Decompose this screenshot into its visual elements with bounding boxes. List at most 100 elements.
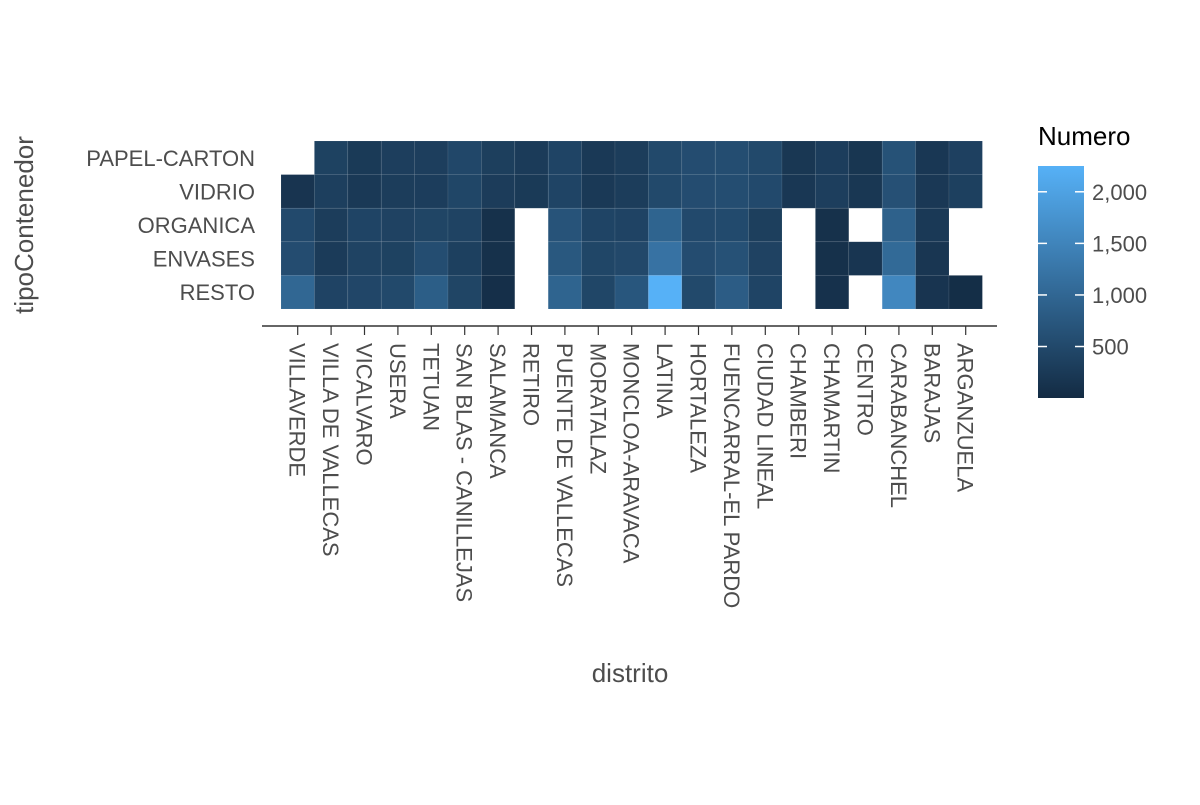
heatmap-cell [915,275,950,310]
heatmap-cell [481,174,516,209]
heatmap-cell [748,275,783,310]
heatmap-cell [915,140,950,175]
heatmap-cell [915,241,950,276]
x-tick-label: ARGANZUELA [953,343,978,492]
heatmap-cell [815,275,850,310]
legend-ticks: 500 1,000 1,500 2,000 [1038,180,1147,360]
x-tick-label: FUENCARRAL-EL PARDO [719,343,744,608]
heatmap-cell [280,275,315,310]
heatmap-cell [280,207,315,243]
heatmap-cell [748,140,783,175]
heatmap-cell [380,207,415,243]
heatmap-cell [314,174,349,209]
heatmap-cell [380,275,415,310]
x-tick-label: USERA [385,343,410,419]
heatmap-cell [714,140,749,175]
heatmap-cell [547,207,582,243]
heatmap-cell [280,174,315,209]
heatmap-cell [948,275,983,310]
heatmap-cell [614,174,649,209]
heatmap-cell [881,241,916,276]
legend-tick-label: 2,000 [1092,180,1147,205]
heatmap-cell [581,140,616,175]
heatmap-cell [848,174,883,209]
heatmap-cell [714,174,749,209]
heatmap-cell [314,275,349,310]
heatmap-cell [915,207,950,243]
heatmap-cell [581,241,616,276]
x-tick-label: CHAMBERI [786,343,811,459]
heatmap-cell [547,275,582,310]
y-axis: PAPEL-CARTON VIDRIO ORGANICA ENVASES RESTO [86,146,255,305]
heatmap-cell [581,207,616,243]
heatmap-cell [314,241,349,276]
heatmap-cell [547,174,582,209]
x-tick-label: HORTALEZA [686,343,711,473]
x-tick-label: CENTRO [853,343,878,436]
heatmap-cell [681,140,716,175]
x-axis-title: distrito [592,658,669,688]
heatmap-cell [815,207,850,243]
heatmap-cell [347,275,382,310]
heatmap-cell [781,174,816,209]
x-tick-label: CIUDAD LINEAL [752,343,777,509]
y-tick-label: ENVASES [153,247,255,272]
heatmap-cell [881,140,916,175]
heatmap-cell [948,174,983,209]
heatmap-cell [815,241,850,276]
heatmap-cell [514,140,549,175]
x-tick-label: CARABANCHEL [886,343,911,508]
legend-colorbar [1038,166,1084,398]
heatmap-cell [481,275,516,310]
x-tick-label: RETIRO [519,343,544,426]
heatmap-cell [681,241,716,276]
heatmap-cell [748,241,783,276]
heatmap-cell [714,207,749,243]
heatmap-cell [447,241,482,276]
heatmap-cell [714,241,749,276]
heatmap-cell [648,140,683,175]
x-tick-label: SALAMANCA [485,343,510,479]
heatmap-cell [614,241,649,276]
legend-title: Numero [1038,121,1130,151]
heatmap-cell [414,174,449,209]
heatmap-cell [547,241,582,276]
heatmap-cell [447,207,482,243]
legend-tick-label: 1,500 [1092,231,1147,256]
heatmap-cell [380,140,415,175]
heatmap-cell [648,207,683,243]
heatmap-cell [314,207,349,243]
y-tick-label: PAPEL-CARTON [86,146,255,171]
heatmap-cell [614,275,649,310]
heatmap-cell [314,140,349,175]
y-axis-title: tipoContenedor [9,136,39,314]
heatmap-cell [748,174,783,209]
heatmap-cell [581,174,616,209]
x-axis: VILLAVERDE VILLA DE VALLECAS VICALVARO USER… [262,325,997,608]
heatmap-cell [848,140,883,175]
x-tick-label: TETUAN [418,343,443,431]
heatmap-cell [781,140,816,175]
legend-tick-label: 500 [1092,335,1129,360]
heatmap-cell [547,140,582,175]
heatmap-cell [447,275,482,310]
heatmap-cell [881,207,916,243]
x-tick-label: VICALVARO [352,343,377,466]
heatmap-cell [380,174,415,209]
x-tick-label: LATINA [652,343,677,419]
heatmap-cell [414,207,449,243]
heatmap-cell [280,241,315,276]
heatmap-cell [481,207,516,243]
y-tick-label: ORGANICA [138,213,256,238]
heatmap-cell [380,241,415,276]
x-tick-label: SAN BLAS - CANILLEJAS [452,343,477,602]
heatmap-cell [714,275,749,310]
heatmap-cell [648,241,683,276]
x-tick-label: CHAMARTIN [819,343,844,473]
heatmap-cell [447,174,482,209]
heatmap-cell [648,275,683,310]
heatmap-cell [815,140,850,175]
x-tick-label: MONCLOA-ARAVACA [619,343,644,564]
